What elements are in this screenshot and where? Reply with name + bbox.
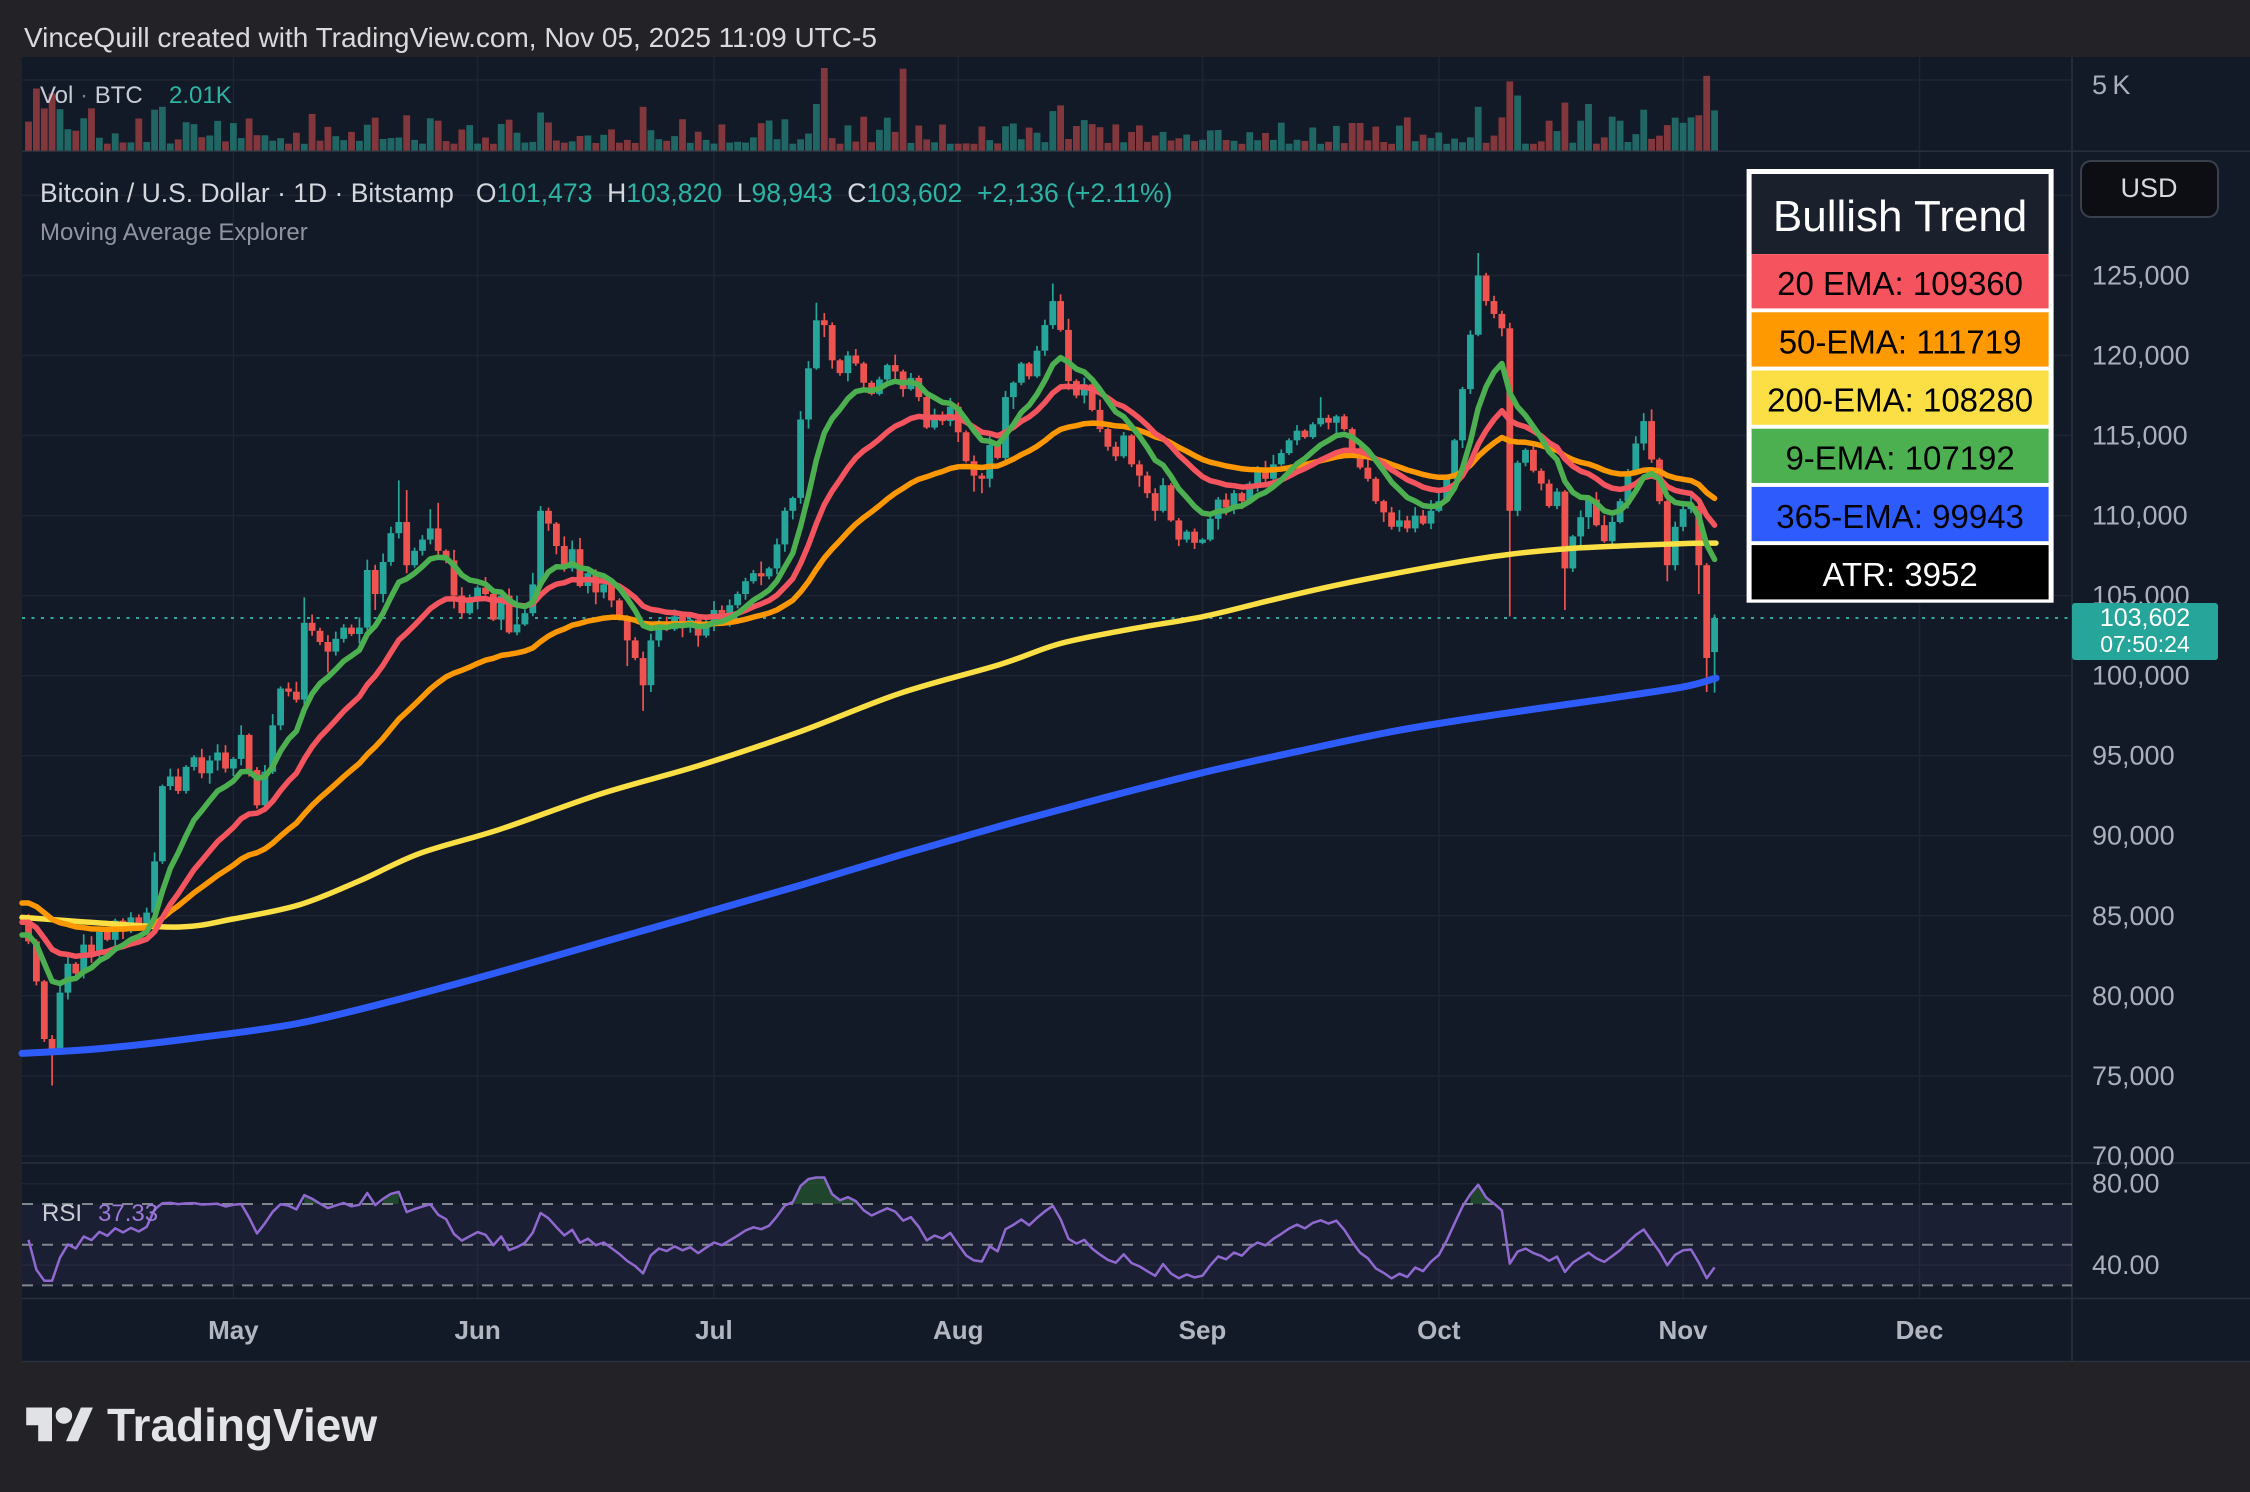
svg-text:103,602: 103,602 (2100, 604, 2190, 632)
svg-text:USD: USD (2120, 173, 2177, 203)
svg-text:Oct: Oct (1417, 1315, 1461, 1345)
svg-text:RSI: RSI (42, 1200, 82, 1227)
svg-text:70,000: 70,000 (2092, 1141, 2175, 1171)
svg-text:100,000: 100,000 (2092, 661, 2190, 691)
svg-text:Aug: Aug (933, 1315, 984, 1345)
svg-text:120,000: 120,000 (2092, 341, 2190, 371)
svg-text:Bitcoin / U.S. Dollar · 1D · B: Bitcoin / U.S. Dollar · 1D · Bitstamp O1… (40, 178, 1172, 208)
svg-text:37.33: 37.33 (98, 1200, 158, 1227)
svg-text:Sep: Sep (1179, 1315, 1227, 1345)
svg-text:Moving Average Explorer: Moving Average Explorer (40, 219, 308, 246)
svg-text:95,000: 95,000 (2092, 741, 2175, 771)
svg-text:5 K: 5 K (2092, 70, 2130, 100)
svg-text:May: May (208, 1315, 259, 1345)
svg-text:Nov: Nov (1659, 1315, 1709, 1345)
svg-text:TradingView: TradingView (107, 1399, 377, 1451)
svg-text:Vol · BTC: Vol · BTC (40, 82, 143, 109)
svg-text:Bullish Trend: Bullish Trend (1773, 192, 2027, 241)
svg-text:200-EMA: 108280: 200-EMA: 108280 (1767, 382, 2033, 419)
svg-text:110,000: 110,000 (2092, 501, 2188, 531)
svg-text:85,000: 85,000 (2092, 901, 2175, 931)
svg-text:07:50:24: 07:50:24 (2100, 631, 2190, 657)
svg-text:ATR: 3952: ATR: 3952 (1822, 556, 1977, 593)
svg-text:2.01K: 2.01K (169, 82, 232, 109)
svg-text:VinceQuill created with Tradin: VinceQuill created with TradingView.com,… (24, 22, 877, 53)
svg-text:125,000: 125,000 (2092, 260, 2190, 290)
svg-text:90,000: 90,000 (2092, 821, 2175, 851)
svg-text:Dec: Dec (1896, 1315, 1944, 1345)
svg-text:75,000: 75,000 (2092, 1061, 2175, 1091)
svg-text:9-EMA: 107192: 9-EMA: 107192 (1785, 440, 2014, 477)
svg-text:50-EMA: 111719: 50-EMA: 111719 (1779, 323, 2022, 360)
svg-text:20 EMA: 109360: 20 EMA: 109360 (1777, 265, 2023, 302)
svg-text:Jun: Jun (454, 1315, 500, 1345)
svg-text:40.00: 40.00 (2092, 1250, 2160, 1280)
svg-text:365-EMA: 99943: 365-EMA: 99943 (1776, 498, 2024, 535)
svg-text:80.00: 80.00 (2092, 1169, 2160, 1199)
svg-text:115,000: 115,000 (2092, 421, 2188, 451)
svg-text:80,000: 80,000 (2092, 981, 2175, 1011)
svg-text:Jul: Jul (695, 1315, 733, 1345)
